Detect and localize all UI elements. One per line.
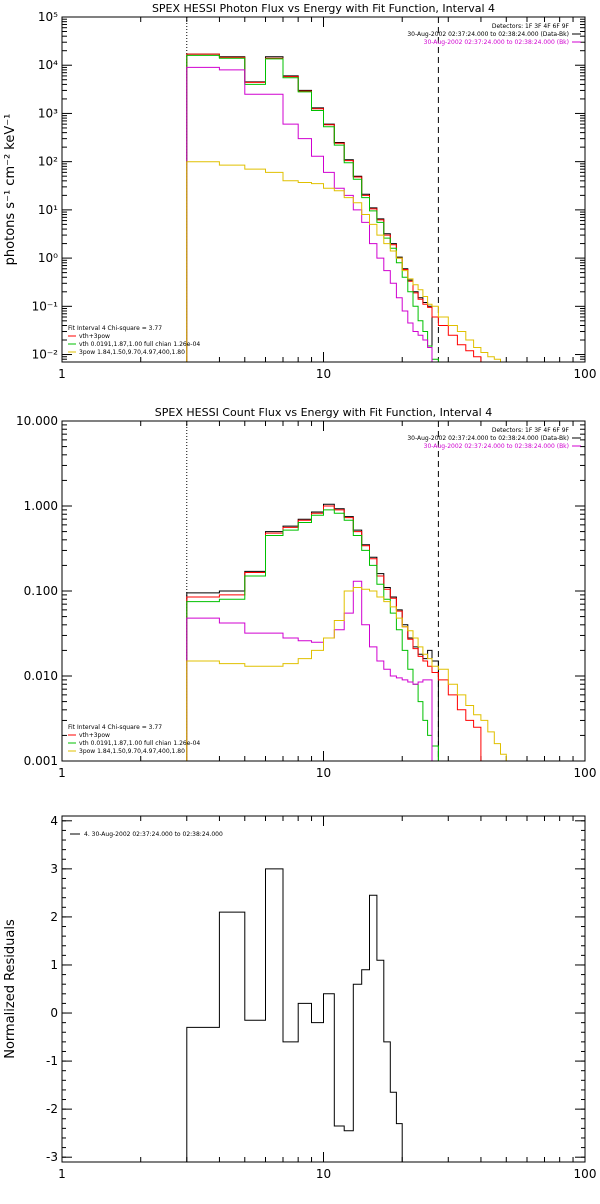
series-line-2 xyxy=(186,509,439,761)
y-tick-label: 10.000 xyxy=(16,414,58,428)
series-line-4 xyxy=(186,161,507,362)
legend-bottom-left-text: 3pow 1.84,1.50,9.70,4.97,400,1.80 xyxy=(79,349,185,356)
legend-top-right-text: Detectors: 1F 3F 4F 6F 9F xyxy=(492,427,570,434)
series-line-2 xyxy=(186,54,439,362)
legend-top-right-text: 30-Aug-2002 02:37:24.000 to 02:38:24.000… xyxy=(424,39,569,46)
y-tick-label: 1 xyxy=(50,958,58,972)
series-line-0 xyxy=(186,53,433,362)
series-group xyxy=(186,53,507,362)
y-tick-label: 2 xyxy=(50,910,58,924)
y-tick-label: 0.010 xyxy=(24,669,58,683)
series-line-3 xyxy=(186,580,433,761)
y-tick-label: -2 xyxy=(46,1102,58,1116)
series-line-4 xyxy=(186,587,507,761)
y-tick-label: 1.000 xyxy=(24,499,58,513)
x-tick-label: 1 xyxy=(58,1167,66,1181)
x-tick-label: 10 xyxy=(316,367,331,381)
y-tick-label: 4 xyxy=(50,814,58,828)
x-tick-label: 10 xyxy=(316,1167,331,1181)
count-flux-plot: SPEX HESSI Count Flux vs Energy with Fit… xyxy=(16,406,596,780)
y-axis-label: Normalized Residuals xyxy=(3,919,18,1059)
series-line-3 xyxy=(186,66,433,362)
series-line-1 xyxy=(186,505,482,761)
y-tick-label: 10² xyxy=(38,155,58,169)
y-tick-label: 0 xyxy=(50,1006,58,1020)
y-tick-label: 10⁻² xyxy=(32,348,59,362)
legend-bottom-left-text: 3pow 1.84,1.50,9.70,4.97,400,1.80 xyxy=(79,748,185,755)
x-tick-label: 1 xyxy=(58,367,66,381)
legend-top-left-text: 4. 30-Aug-2002 02:37:24.000 to 02:38:24.… xyxy=(84,831,223,838)
photon-flux-plot: SPEX HESSI Photon Flux vs Energy with Fi… xyxy=(3,2,596,381)
x-tick-label: 1 xyxy=(58,766,66,780)
legend-bottom-left-text: vth+3pow xyxy=(79,732,110,739)
series-group xyxy=(186,503,507,761)
plot-title: SPEX HESSI Count Flux vs Energy with Fit… xyxy=(155,406,492,419)
plot-title: SPEX HESSI Photon Flux vs Energy with Fi… xyxy=(152,2,495,15)
legend-top-right-text: 30-Aug-2002 02:37:24.000 to 02:38:24.000… xyxy=(407,435,569,442)
legend-top-right-text: 30-Aug-2002 02:37:24.000 to 02:38:24.000… xyxy=(407,31,569,38)
legend-bottom-left-text: Fit Interval 4 Chi-square = 3.77 xyxy=(68,325,162,332)
x-tick-label: 100 xyxy=(574,367,597,381)
y-tick-label: 0.100 xyxy=(24,584,58,598)
legend-top-right-text: Detectors: 1F 3F 4F 6F 9F xyxy=(492,23,570,30)
series-line-0 xyxy=(186,868,408,1162)
y-tick-label: 10⁵ xyxy=(38,10,58,24)
y-tick-label: 10¹ xyxy=(38,203,58,217)
residuals-plot: 1 10 100 -3 -2 -1 0 1 2 3 4 Normalized Residuals 4. … xyxy=(3,814,596,1181)
series-line-0 xyxy=(186,503,439,761)
y-tick-label: 10⁰ xyxy=(38,251,58,265)
y-tick-label: 10⁴ xyxy=(38,58,58,72)
series-group xyxy=(186,868,408,1162)
legend-bottom-left-text: Fit Interval 4 Chi-square = 3.77 xyxy=(68,724,162,731)
y-axis-label: photons s⁻¹ cm⁻² keV⁻¹ xyxy=(3,114,18,266)
y-tick-label: -3 xyxy=(46,1150,58,1164)
legend-bottom-left-text: vth 0.0191,1.87,1.00 full chian 1.26e-04 xyxy=(79,341,200,348)
y-tick-label: 3 xyxy=(50,862,58,876)
y-tick-label: 10³ xyxy=(38,106,58,120)
y-tick-label: -1 xyxy=(46,1054,58,1068)
x-tick-label: 100 xyxy=(574,766,597,780)
legend-bottom-left-text: vth+3pow xyxy=(79,333,110,340)
plot-frame xyxy=(61,16,586,363)
legend-bottom-left-text: vth 0.0191,1.87,1.00 full chian 1.26e-04 xyxy=(79,740,200,747)
x-tick-label: 10 xyxy=(316,766,331,780)
legend-top-right-text: 30-Aug-2002 02:37:24.000 to 02:38:24.000… xyxy=(424,443,569,450)
y-tick-label: 10⁻¹ xyxy=(32,299,59,313)
plot-frame xyxy=(61,815,586,1163)
plot-frame xyxy=(61,420,586,762)
y-tick-label: 0.001 xyxy=(24,754,58,768)
series-line-1 xyxy=(186,53,482,362)
x-tick-label: 100 xyxy=(574,1167,597,1181)
